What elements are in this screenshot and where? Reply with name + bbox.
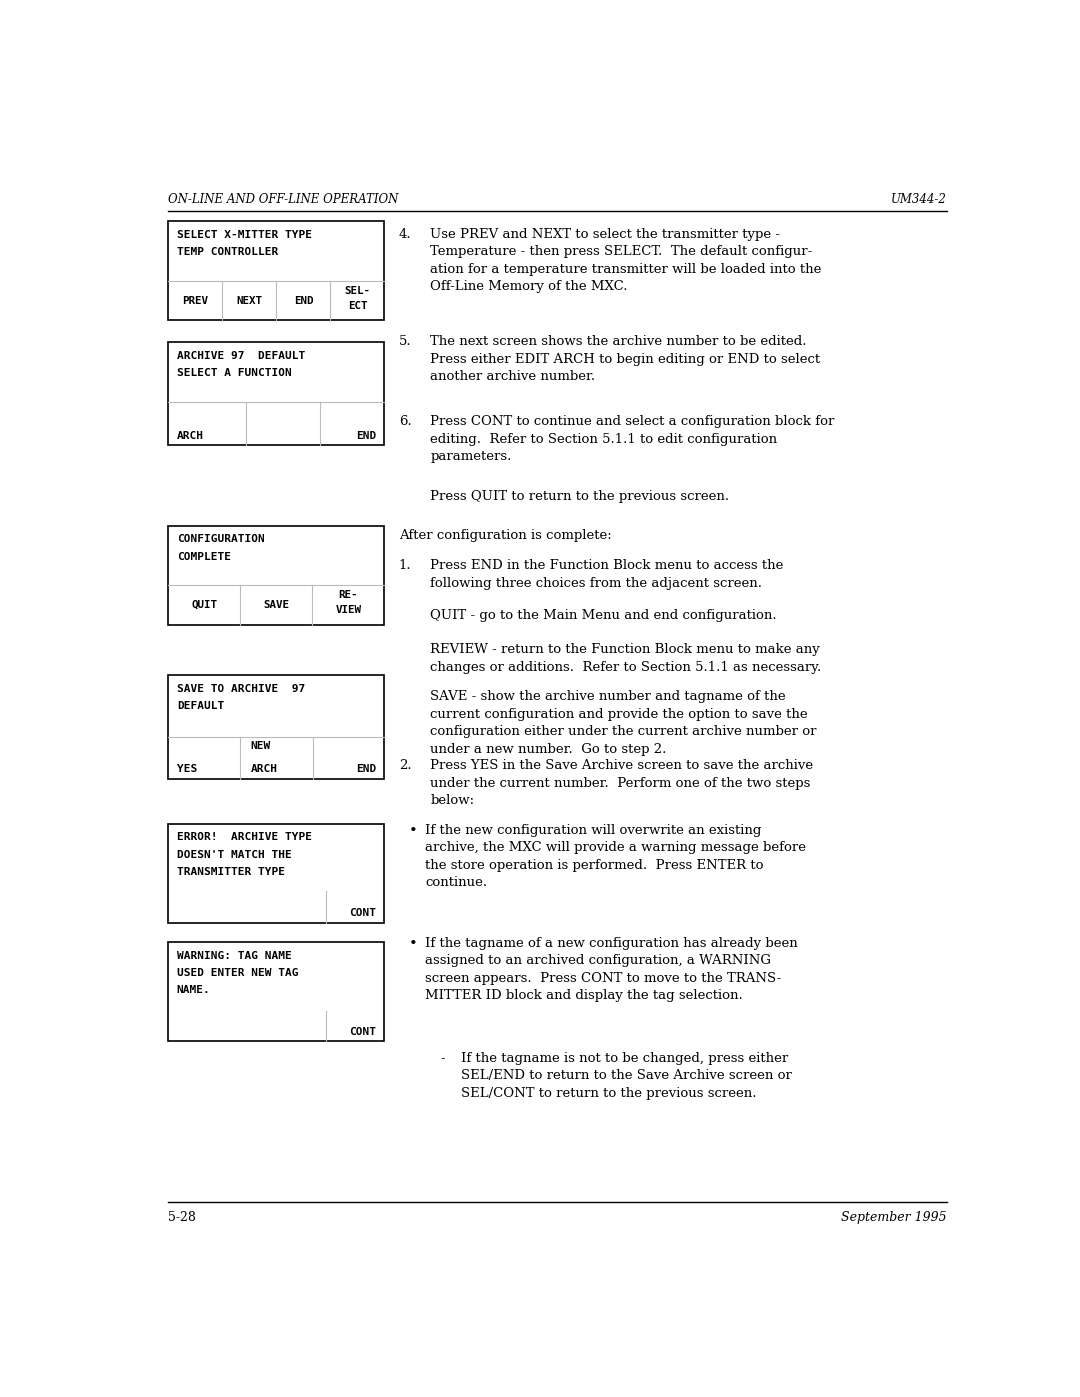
- Text: TEMP CONTROLLER: TEMP CONTROLLER: [177, 247, 279, 257]
- Text: SAVE TO ARCHIVE  97: SAVE TO ARCHIVE 97: [177, 685, 306, 694]
- Text: 4.: 4.: [399, 228, 411, 240]
- Text: Use PREV and NEXT to select the transmitter type -
Temperature - then press SELE: Use PREV and NEXT to select the transmit…: [431, 228, 822, 293]
- Text: 1.: 1.: [399, 559, 411, 573]
- Text: REVIEW - return to the Function Block menu to make any
changes or additions.  Re: REVIEW - return to the Function Block me…: [431, 643, 822, 673]
- Text: CONFIGURATION: CONFIGURATION: [177, 535, 265, 545]
- Text: CONT: CONT: [349, 1027, 376, 1037]
- Text: SELECT A FUNCTION: SELECT A FUNCTION: [177, 367, 292, 377]
- Text: END: END: [355, 430, 376, 441]
- FancyBboxPatch shape: [168, 525, 384, 624]
- Text: ECT: ECT: [348, 302, 367, 312]
- Text: NEW: NEW: [251, 740, 271, 750]
- Text: END: END: [355, 764, 376, 774]
- Text: After configuration is complete:: After configuration is complete:: [399, 529, 611, 542]
- FancyBboxPatch shape: [168, 342, 384, 446]
- Text: YES: YES: [177, 764, 197, 774]
- FancyBboxPatch shape: [168, 675, 384, 778]
- Text: If the tagname of a new configuration has already been
assigned to an archived c: If the tagname of a new configuration ha…: [426, 937, 798, 1002]
- Text: END: END: [294, 296, 313, 306]
- Text: CONT: CONT: [349, 908, 376, 918]
- Text: •: •: [408, 824, 418, 838]
- Text: 2.: 2.: [399, 760, 411, 773]
- Text: •: •: [408, 937, 418, 951]
- Text: WARNING: TAG NAME: WARNING: TAG NAME: [177, 951, 292, 961]
- Text: SAVE: SAVE: [264, 601, 289, 610]
- Text: NAME.: NAME.: [177, 985, 211, 995]
- Text: PREV: PREV: [183, 296, 208, 306]
- Text: ARCHIVE 97  DEFAULT: ARCHIVE 97 DEFAULT: [177, 351, 306, 360]
- Text: COMPLETE: COMPLETE: [177, 552, 231, 562]
- FancyBboxPatch shape: [168, 824, 384, 923]
- Text: SEL-: SEL-: [345, 286, 370, 296]
- Text: ERROR!  ARCHIVE TYPE: ERROR! ARCHIVE TYPE: [177, 833, 312, 842]
- Text: Press QUIT to return to the previous screen.: Press QUIT to return to the previous scr…: [431, 490, 730, 503]
- Text: If the tagname is not to be changed, press either
SEL/END to return to the Save : If the tagname is not to be changed, pre…: [460, 1052, 792, 1099]
- Text: SELECT X-MITTER TYPE: SELECT X-MITTER TYPE: [177, 231, 312, 240]
- Text: ARCH: ARCH: [251, 764, 278, 774]
- Text: UM344-2: UM344-2: [891, 193, 947, 207]
- Text: DOESN'T MATCH THE: DOESN'T MATCH THE: [177, 849, 292, 859]
- Text: TRANSMITTER TYPE: TRANSMITTER TYPE: [177, 866, 285, 877]
- Text: The next screen shows the archive number to be edited.
Press either EDIT ARCH to: The next screen shows the archive number…: [431, 335, 821, 383]
- Text: RE-: RE-: [339, 590, 359, 599]
- Text: ON-LINE AND OFF-LINE OPERATION: ON-LINE AND OFF-LINE OPERATION: [168, 193, 399, 207]
- Text: If the new configuration will overwrite an existing
archive, the MXC will provid: If the new configuration will overwrite …: [426, 824, 807, 890]
- Text: Press END in the Function Block menu to access the
following three choices from : Press END in the Function Block menu to …: [431, 559, 784, 590]
- Text: Press YES in the Save Archive screen to save the archive
under the current numbe: Press YES in the Save Archive screen to …: [431, 760, 813, 807]
- Text: NEXT: NEXT: [237, 296, 262, 306]
- Text: VIEW: VIEW: [336, 605, 362, 615]
- Text: 5.: 5.: [399, 335, 411, 348]
- Text: September 1995: September 1995: [841, 1211, 947, 1224]
- FancyBboxPatch shape: [168, 942, 384, 1041]
- Text: USED ENTER NEW TAG: USED ENTER NEW TAG: [177, 968, 298, 978]
- Text: Press CONT to continue and select a configuration block for
editing.  Refer to S: Press CONT to continue and select a conf…: [431, 415, 835, 462]
- Text: SAVE - show the archive number and tagname of the
current configuration and prov: SAVE - show the archive number and tagna…: [431, 690, 816, 756]
- FancyBboxPatch shape: [168, 222, 384, 320]
- Text: 5-28: 5-28: [168, 1211, 197, 1224]
- Text: 6.: 6.: [399, 415, 411, 427]
- Text: ARCH: ARCH: [177, 430, 204, 441]
- Text: QUIT - go to the Main Menu and end configuration.: QUIT - go to the Main Menu and end confi…: [431, 609, 778, 622]
- Text: QUIT: QUIT: [191, 601, 217, 610]
- Text: -: -: [441, 1052, 445, 1065]
- Text: DEFAULT: DEFAULT: [177, 701, 225, 711]
